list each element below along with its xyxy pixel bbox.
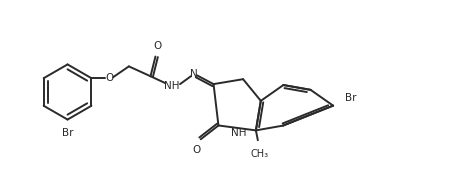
Text: O: O <box>105 73 113 83</box>
Text: O: O <box>193 145 201 155</box>
Text: CH₃: CH₃ <box>251 149 269 159</box>
Text: NH: NH <box>232 128 247 138</box>
Text: O: O <box>153 41 161 51</box>
Text: NH: NH <box>165 81 180 91</box>
Text: Br: Br <box>345 93 357 103</box>
Text: N: N <box>190 69 198 79</box>
Text: Br: Br <box>62 128 73 139</box>
